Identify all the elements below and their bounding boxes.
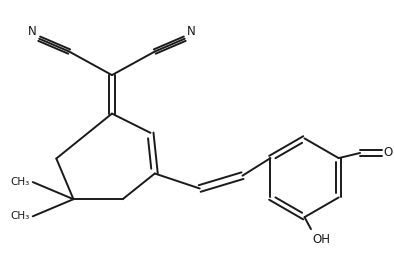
Text: CH₃: CH₃ bbox=[10, 211, 30, 221]
Text: OH: OH bbox=[312, 232, 330, 246]
Text: CH₃: CH₃ bbox=[10, 177, 30, 187]
Text: N: N bbox=[28, 25, 37, 38]
Text: N: N bbox=[187, 25, 195, 38]
Text: O: O bbox=[384, 146, 393, 160]
